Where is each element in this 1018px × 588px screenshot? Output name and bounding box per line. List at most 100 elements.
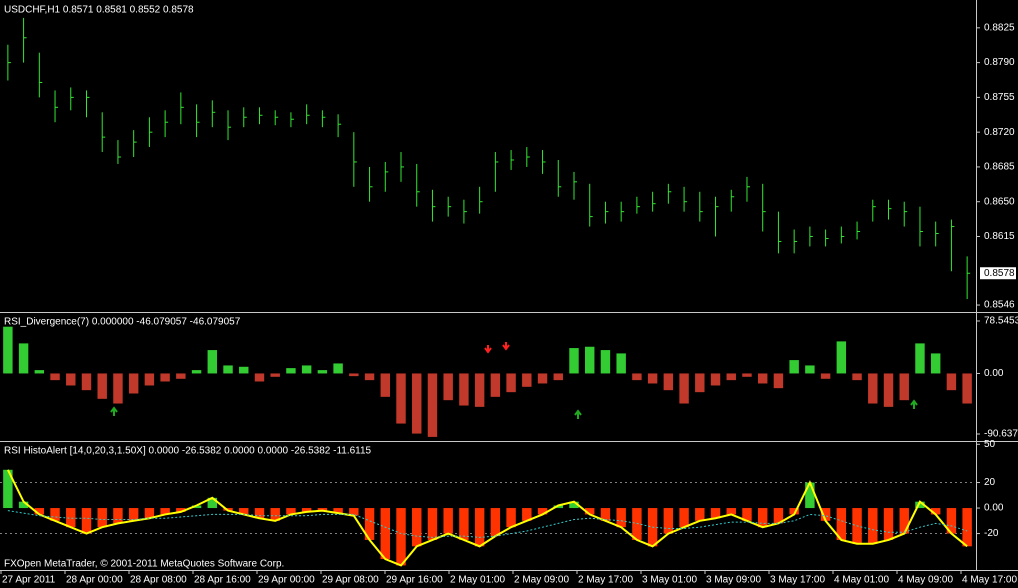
footer-annotation: FXOpen MetaTrader, © 2001-2011 MetaQuote… [4,559,284,570]
histogram-bar [868,373,878,404]
histogram-bar [946,508,957,534]
y-tick-label: 0.8720 [984,127,1015,138]
histogram-bar [616,353,626,374]
histogram-bar [569,348,579,374]
histogram-bar [34,508,45,515]
histogram-bar [380,373,390,397]
buy-arrow [110,399,918,419]
histogram-bar [223,365,233,374]
histogram-bar [144,508,155,519]
histogram-bar [160,508,170,515]
histogram-bar [883,508,894,540]
histogram-bar [349,508,359,516]
y-tick-label: 0.8790 [984,57,1015,68]
histogram-bar [852,373,862,381]
x-tick-label: 29 Apr 16:00 [386,575,443,586]
y-tick-label: 0.8650 [984,196,1015,207]
histogram-bar [899,373,909,401]
histogram-bar [585,508,595,515]
histogram-bar [18,343,29,374]
x-tick-label: 2 May 01:00 [450,575,505,586]
x-tick-label: 29 Apr 00:00 [258,575,315,586]
x-tick-label: 27 Apr 2011 [2,575,56,586]
y-tick-label: 50 [984,439,996,450]
histogram-bar [396,373,406,424]
sell-arrow [484,342,510,354]
histogram-bar [726,508,736,515]
y-tick-label: 0.00 [984,368,1004,379]
histogram-bar [726,373,736,381]
histogram-bar [695,508,705,521]
x-tick-label: 29 Apr 08:00 [322,575,379,586]
histogram-bar [506,373,516,393]
x-tick-label: 2 May 09:00 [514,575,569,586]
histogram-bar [883,373,894,407]
histogram-bar [663,373,674,391]
histogram-bar [207,497,218,509]
histogram-bar [930,353,941,374]
histogram-bar [18,501,29,509]
histogram-bar [773,508,784,524]
histogram-bar [176,373,186,379]
histogram-bar [380,508,390,560]
histogram-bar [836,508,847,540]
histogram-bar [962,373,972,404]
histogram-bar [868,508,878,544]
pane-title: RSI HistoAlert [14,0,20,3,1.50X] 0.0000 … [4,446,372,457]
histogram-bar [459,508,469,540]
x-tick-label: 28 Apr 00:00 [66,575,123,586]
histogram-bar [789,508,799,515]
histogram-bar [522,508,532,521]
histogram-bar [915,343,925,374]
histogram-bar [3,469,13,509]
histogram-bar [836,341,847,374]
x-tick-label: 28 Apr 08:00 [130,575,187,586]
histogram-bar [710,508,721,519]
histogram-bar [490,373,501,397]
histogram-bar [176,508,186,512]
signal-line [7,510,968,538]
histogram-bar [820,373,831,379]
histogram-bar [239,508,249,515]
histogram-bar [930,508,941,515]
histogram-bar [427,373,438,437]
y-tick-label: -20 [984,528,999,539]
histogram-bar [946,373,957,391]
x-tick-label: 3 May 09:00 [706,575,761,586]
histogram-bar [915,501,925,509]
histogram-bar [647,373,658,384]
histogram-bar [66,508,76,528]
pane-title: RSI_Divergence(7) 0.000000 -46.079057 -4… [4,317,241,328]
histogram-bar [679,508,689,528]
histogram-bar [3,326,13,374]
histogram-bar [396,508,406,566]
histogram-bar [286,508,296,515]
histogram-bar [663,508,674,534]
histogram-bar [207,350,218,374]
histogram-bar [616,508,626,528]
histogram-bar [632,373,642,381]
histogram-bar [301,508,312,512]
histogram-bar [317,370,328,374]
histogram-bar [459,373,469,406]
histogram-bar [632,508,642,540]
histogram-bar [364,508,375,540]
histogram-bar [569,501,579,509]
histogram-bar [710,373,721,386]
histogram-bar [254,508,265,519]
histogram-bar [97,373,107,399]
y-tick-label: 0.8685 [984,162,1015,173]
histogram-bar [34,370,45,374]
x-tick-label: 4 May 01:00 [834,575,889,586]
histogram-bar [144,373,155,386]
histogram-bar [474,373,485,407]
histogram-bar [191,505,202,509]
y-tick-label: 78.5453 [984,316,1018,327]
histogram-bar [333,508,343,514]
histogram-bar [506,508,516,528]
histogram-bar [113,508,123,524]
histogram-bar [128,373,139,394]
last-price-box [980,267,1016,280]
